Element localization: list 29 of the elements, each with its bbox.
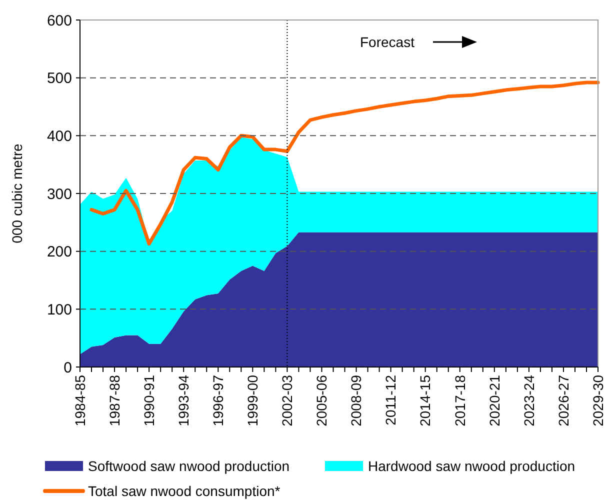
x-tick-label: 2017-18 bbox=[452, 374, 468, 426]
legend-label: Hardwood saw nwood production bbox=[368, 458, 576, 474]
line-series bbox=[90, 80, 600, 246]
x-tick-label: 2002-03 bbox=[279, 374, 296, 426]
annotation: Forecast bbox=[360, 34, 415, 50]
y-tick-label: 100 bbox=[46, 301, 72, 318]
y-tick-label: 0 bbox=[64, 359, 72, 376]
y-tick-label: 600 bbox=[46, 12, 72, 30]
x-tick-label: 2026-27 bbox=[555, 374, 572, 426]
x-tick-label: 2020-21 bbox=[486, 374, 502, 426]
y-axis-title: 000 cubic metre bbox=[9, 143, 25, 244]
x-tick-label: 2011-12 bbox=[382, 374, 399, 426]
x-tick-label: 1999-00 bbox=[244, 374, 261, 426]
y-tick-label: 300 bbox=[46, 186, 72, 203]
x-tick-label: 1993-94 bbox=[176, 374, 192, 426]
x-tick-label: 1987-88 bbox=[106, 374, 122, 426]
x-tick-label: 2029-30 bbox=[590, 374, 606, 426]
x-tick-label: 1984-85 bbox=[72, 374, 88, 426]
x-tick-label: 1996-97 bbox=[210, 374, 226, 426]
y-tick-label: 200 bbox=[46, 244, 72, 261]
legend-label: Softwood saw nwood production bbox=[88, 458, 290, 474]
x-tick-label: 2023-24 bbox=[520, 374, 537, 426]
y-tick-label: 400 bbox=[46, 128, 72, 145]
x-tick-label: 2014-15 bbox=[417, 374, 434, 426]
x-tick-label: 2008-09 bbox=[348, 374, 364, 426]
y-tick-label: 500 bbox=[46, 70, 72, 88]
x-tick-label: 1990-91 bbox=[140, 374, 157, 426]
legend-label: Total saw nwood consumption* bbox=[88, 482, 281, 499]
x-tick-label: 2005-06 bbox=[314, 374, 330, 426]
